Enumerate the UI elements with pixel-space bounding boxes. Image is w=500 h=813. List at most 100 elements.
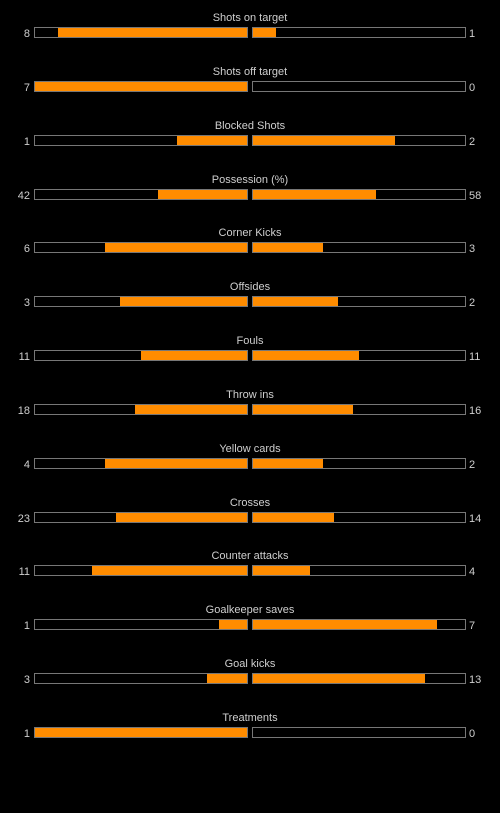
home-bar bbox=[34, 27, 248, 38]
stat-row: Goal kicks 3 13 bbox=[0, 656, 500, 710]
stat-row: Blocked Shots 1 2 bbox=[0, 118, 500, 172]
stat-row: Corner Kicks 6 3 bbox=[0, 225, 500, 279]
home-value: 3 bbox=[23, 297, 30, 310]
home-value: 42 bbox=[17, 189, 30, 202]
away-bar-fill bbox=[253, 458, 323, 468]
home-bar-fill bbox=[120, 297, 247, 307]
away-value: 2 bbox=[469, 297, 476, 310]
stat-row: Goalkeeper saves 1 7 bbox=[0, 602, 500, 656]
away-bar bbox=[252, 350, 466, 362]
away-value: 11 bbox=[469, 351, 481, 364]
away-bar-fill bbox=[253, 404, 353, 414]
stat-label: Shots on target bbox=[212, 12, 288, 24]
home-bar bbox=[34, 726, 248, 738]
away-bar bbox=[252, 565, 466, 577]
home-bar-fill bbox=[141, 351, 247, 361]
home-bar-fill bbox=[219, 620, 247, 630]
home-bar bbox=[34, 188, 248, 200]
away-value: 2 bbox=[469, 458, 476, 471]
stat-row: Yellow cards 4 2 bbox=[0, 441, 500, 495]
away-value: 16 bbox=[469, 404, 482, 417]
away-bar bbox=[252, 403, 466, 415]
home-bar-fill bbox=[105, 458, 247, 468]
home-bar-fill bbox=[158, 189, 247, 199]
stat-label: Blocked Shots bbox=[214, 119, 286, 132]
home-value: 1 bbox=[23, 727, 30, 740]
stat-label: Offsides bbox=[229, 281, 271, 294]
away-value: 0 bbox=[469, 727, 476, 740]
away-bar bbox=[252, 673, 466, 685]
stat-label: Crosses bbox=[229, 496, 271, 509]
stat-label: Throw ins bbox=[226, 388, 274, 401]
away-value: 58 bbox=[469, 189, 482, 202]
home-value: 18 bbox=[17, 404, 30, 417]
away-value: 7 bbox=[469, 620, 476, 633]
home-bar bbox=[34, 80, 248, 92]
stat-label: Shots off target bbox=[212, 65, 288, 78]
away-bar bbox=[252, 80, 466, 92]
home-bar-fill bbox=[105, 243, 247, 253]
home-value: 11 bbox=[18, 566, 30, 579]
away-bar bbox=[252, 134, 466, 146]
stat-row: Crosses 23 14 bbox=[0, 495, 500, 549]
home-bar-fill bbox=[135, 404, 247, 414]
away-bar bbox=[252, 296, 466, 308]
home-value: 3 bbox=[23, 674, 30, 687]
home-bar bbox=[34, 134, 248, 146]
home-value: 11 bbox=[18, 351, 30, 364]
stat-label: Goalkeeper saves bbox=[205, 604, 295, 617]
away-bar-fill bbox=[253, 566, 310, 576]
stat-label: Counter attacks bbox=[211, 550, 289, 563]
home-bar bbox=[34, 673, 248, 685]
away-value: 4 bbox=[469, 566, 476, 579]
away-value: 3 bbox=[469, 243, 476, 256]
home-bar bbox=[34, 403, 248, 415]
away-bar-fill bbox=[253, 512, 334, 522]
match-statistics: Shots on target 8 1 Shots off target 7 0 Block… bbox=[0, 12, 500, 764]
away-bar bbox=[252, 27, 466, 38]
away-bar bbox=[252, 511, 466, 523]
stat-row: Throw ins 18 16 bbox=[0, 387, 500, 441]
away-bar-fill bbox=[253, 620, 437, 630]
away-bar bbox=[252, 726, 466, 738]
away-value: 0 bbox=[469, 81, 476, 94]
stat-row: Counter attacks 11 4 bbox=[0, 548, 500, 602]
home-bar bbox=[34, 565, 248, 577]
stat-row: Fouls 11 11 bbox=[0, 333, 500, 387]
home-bar-fill bbox=[177, 135, 247, 145]
away-bar-fill bbox=[253, 28, 276, 37]
home-bar bbox=[34, 619, 248, 631]
away-value: 14 bbox=[469, 512, 482, 525]
home-value: 4 bbox=[23, 458, 30, 471]
stat-label: Yellow cards bbox=[219, 442, 281, 455]
stat-label: Treatments bbox=[222, 711, 278, 724]
home-bar bbox=[34, 511, 248, 523]
away-bar-fill bbox=[253, 351, 359, 361]
away-bar-fill bbox=[253, 189, 376, 199]
home-bar-fill bbox=[58, 28, 247, 37]
away-bar-fill bbox=[253, 135, 395, 145]
away-value: 13 bbox=[469, 674, 482, 687]
home-bar bbox=[34, 242, 248, 254]
away-bar bbox=[252, 619, 466, 631]
stat-label: Possession (%) bbox=[211, 173, 289, 186]
away-bar bbox=[252, 188, 466, 200]
home-value: 1 bbox=[23, 620, 30, 633]
away-value: 2 bbox=[469, 135, 476, 148]
home-bar bbox=[34, 296, 248, 308]
home-value: 6 bbox=[23, 243, 30, 256]
home-value: 7 bbox=[23, 81, 30, 94]
away-bar-fill bbox=[253, 243, 323, 253]
home-value: 1 bbox=[23, 135, 30, 148]
stat-row: Treatments 1 0 bbox=[0, 710, 500, 764]
home-bar bbox=[34, 350, 248, 362]
stat-row: Possession (%) 42 58 bbox=[0, 172, 500, 226]
home-bar bbox=[34, 457, 248, 469]
away-bar-fill bbox=[253, 297, 338, 307]
stat-label: Corner Kicks bbox=[218, 227, 282, 240]
stat-label: Goal kicks bbox=[224, 658, 276, 671]
home-bar-fill bbox=[35, 727, 247, 737]
home-bar-fill bbox=[207, 674, 247, 684]
home-value: 8 bbox=[23, 28, 30, 40]
away-value: 1 bbox=[469, 28, 476, 40]
